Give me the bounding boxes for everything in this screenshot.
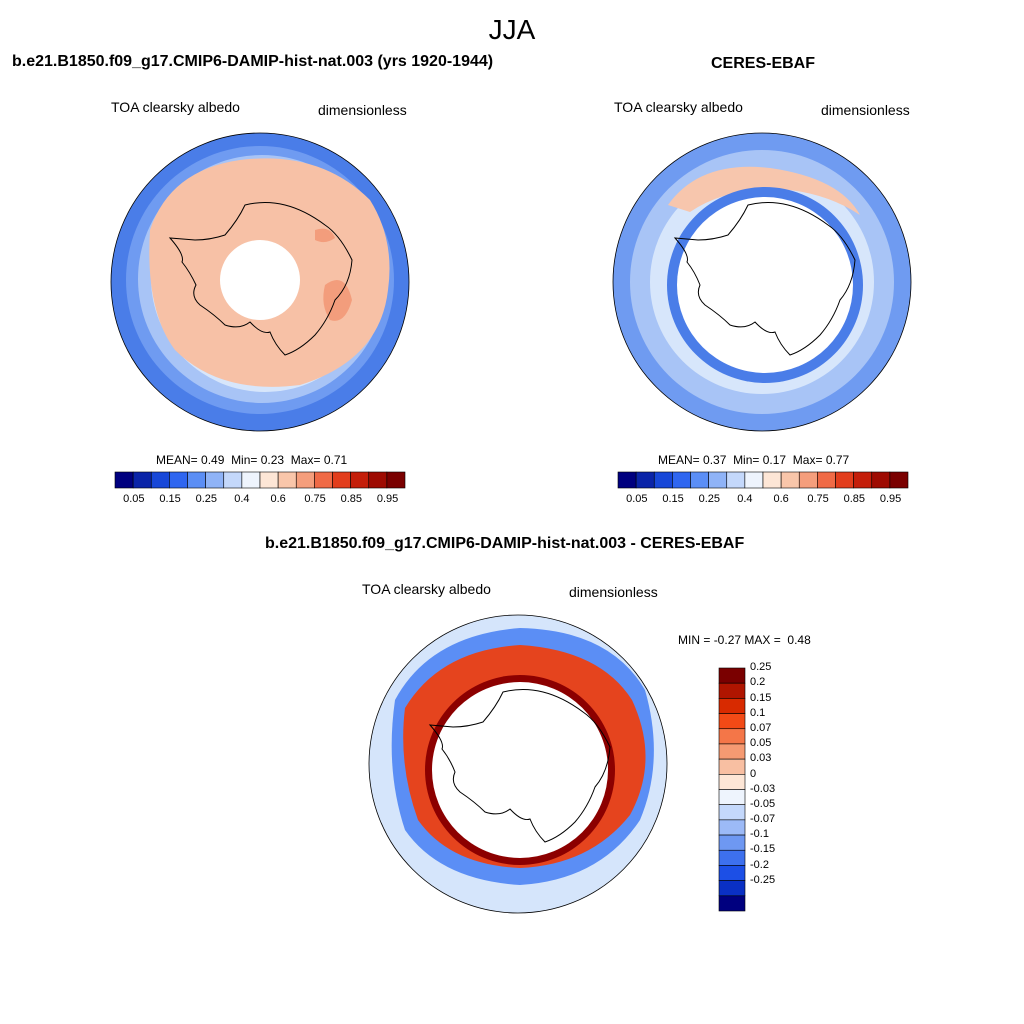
obs-colorbar [617,471,909,489]
model-min-label: Min= [231,453,258,467]
colorbar-swatch [718,743,746,760]
colorbar-tick-label: -0.05 [750,797,776,810]
colorbar-tick-label: -0.1 [750,828,769,841]
model-colorbar-ticks: 0.05 0.15 0.25 0.4 0.6 0.75 0.85 0.95 [115,493,405,507]
colorbar-tick-label: 0.25 [750,661,772,674]
colorbar-tick-label: 0.95 [376,493,399,505]
model-max-value: 0.71 [323,453,348,467]
model-panel-title: b.e21.B1850.f09_g17.CMIP6-DAMIP-hist-nat… [12,53,494,70]
obs-colorbar-ticks: 0.05 0.15 0.25 0.4 0.6 0.75 0.85 0.95 [618,493,908,507]
diff-units-label: dimensionless [569,584,658,600]
colorbar-swatch [386,471,406,489]
colorbar-swatch [718,698,746,714]
colorbar-tick-label: 0.4 [737,493,753,505]
colorbar-swatch [718,728,746,745]
model-units-label: dimensionless [318,102,407,118]
colorbar-tick-label: 0.4 [234,493,250,505]
figure-title: JJA [488,14,536,45]
colorbar-tick-label: 0.03 [750,752,772,765]
obs-mean-label: MEAN= [658,453,700,467]
obs-pole-hole [677,197,853,373]
colorbar-swatch [718,880,746,897]
obs-min-value: 0.17 [762,453,787,467]
obs-units-label: dimensionless [821,102,910,118]
diff-coastline [428,689,611,843]
colorbar-tick-label: 0.95 [879,493,902,505]
colorbar-swatch [718,804,746,821]
obs-map-border [612,132,912,432]
colorbar-swatch [889,471,909,489]
colorbar-swatch [718,819,746,836]
model-stats: MEAN= 0.49 Min= 0.23 Max= 0.71 [156,453,347,467]
diff-map-border [368,614,668,914]
model-pole-hole [220,240,300,320]
colorbar-tick-label: 0.07 [750,721,772,734]
model-variable-label: TOA clearsky albedo [111,99,240,115]
colorbar-tick-label: 0.15 [662,493,684,505]
model-map-border [110,132,410,432]
obs-variable-label: TOA clearsky albedo [614,99,743,115]
colorbar-tick-label: -0.03 [750,782,776,795]
colorbar-swatch [718,774,746,790]
model-coastline [168,202,353,356]
obs-panel-title: CERES-EBAF [711,55,816,72]
diff-max-label: MAX = [744,633,781,647]
colorbar-tick-label: 0.1 [750,706,766,719]
model-min-value: 0.23 [260,453,285,467]
colorbar-tick-label: -0.2 [750,858,769,871]
colorbar-tick-label: 0 [750,767,757,780]
colorbar-tick-label: 0.85 [843,493,866,505]
colorbar-tick-label: 0.15 [750,691,772,704]
colorbar-tick-label: 0.05 [123,493,145,505]
colorbar-tick-label: 0.25 [698,493,721,505]
diff-panel-title: b.e21.B1850.f09_g17.CMIP6-DAMIP-hist-nat… [265,535,745,552]
diff-stats: MIN = -0.27 MAX = 0.48 [678,633,811,647]
colorbar-tick-label: 0.2 [750,676,766,689]
model-mean-label: MEAN= [156,453,198,467]
colorbar-swatch [718,758,746,775]
obs-stats: MEAN= 0.37 Min= 0.17 Max= 0.77 [658,453,849,467]
colorbar-swatch [718,834,746,851]
model-colorbar [114,471,406,489]
model-max-label: Max= [290,453,321,467]
obs-high-band [668,166,860,215]
colorbar-tick-label: 0.15 [159,493,181,505]
colorbar-swatch [718,865,746,881]
colorbar-tick-label: 0.75 [807,493,829,505]
colorbar-tick-label: -0.07 [750,813,776,826]
colorbar-tick-label: 0.85 [340,493,363,505]
colorbar-swatch [718,667,746,684]
colorbar-tick-label: -0.15 [750,843,776,856]
model-patch-2 [315,228,335,243]
diff-max-value: 0.48 [787,633,811,647]
colorbar-tick-label: 0.25 [195,493,218,505]
colorbar-swatch [718,713,746,730]
diff-variable-label: TOA clearsky albedo [362,581,491,597]
colorbar-tick-label: 0.6 [270,493,286,505]
model-mean-value: 0.49 [201,453,225,467]
diff-pole-hole [432,682,608,858]
obs-max-label: Max= [792,453,823,467]
colorbar-swatch [718,789,746,805]
colorbar-tick-label: -0.25 [750,873,776,886]
colorbar-swatch [718,849,746,866]
colorbar-tick-label: 0.05 [626,493,648,505]
colorbar-tick-label: 0.05 [750,737,772,750]
colorbar-swatch [718,682,746,699]
diff-colorbar-ticks: 0.25 0.2 0.15 0.1 0.07 0.05 0.03 0 -0.03 -0.05 -0.… [750,661,810,911]
obs-max-value: 0.77 [825,453,850,467]
obs-coastline [673,202,856,356]
obs-mean-value: 0.37 [703,453,727,467]
colorbar-tick-label: 0.6 [773,493,789,505]
colorbar-tick-label: 0.75 [304,493,326,505]
diff-min-value: -0.27 [713,633,742,647]
obs-min-label: Min= [733,453,760,467]
diff-min-label: MIN = [678,633,711,647]
colorbar-swatch [718,895,746,912]
diff-colorbar [718,667,746,912]
